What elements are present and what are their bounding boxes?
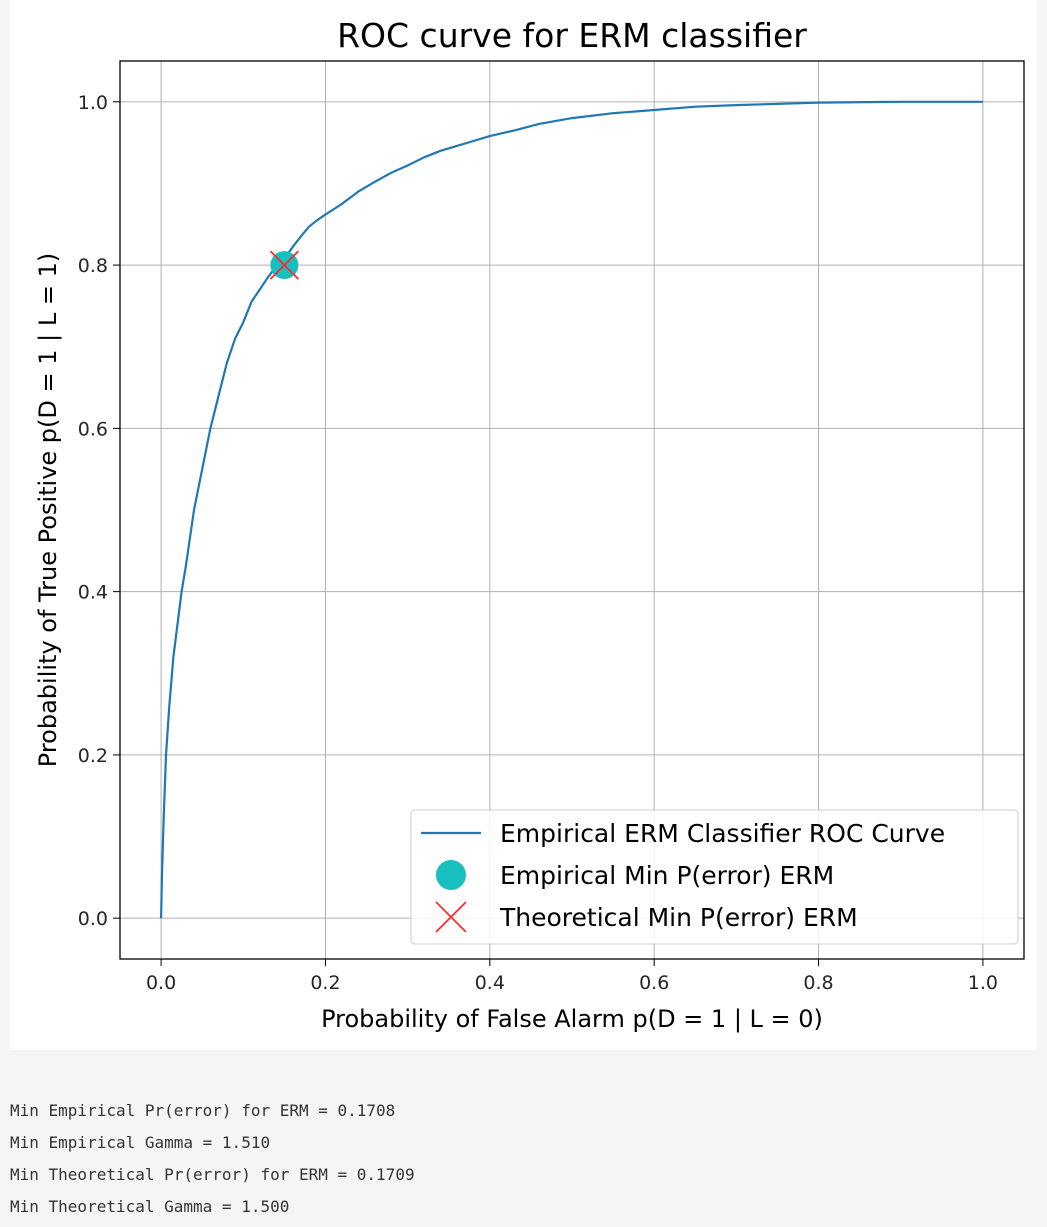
output-line-theoretical-gamma: Min Theoretical Gamma = 1.500 [10, 1197, 290, 1216]
ticks: 0.0 0.2 0.4 0.6 0.8 1.0 0.0 0.2 0.4 0.6 0.8 1.0 [78, 92, 998, 994]
legend-entry-label: Theoretical Min P(error) ERM [499, 903, 858, 932]
output-line-theoretical-error: Min Theoretical Pr(error) for ERM = 0.17… [10, 1165, 415, 1184]
y-tick-label: 0.2 [78, 745, 108, 767]
y-axis-label: Probability of True Positive p(D = 1 | L… [34, 253, 62, 767]
legend-x-stroke [435, 901, 467, 933]
x-tick-label: 0.0 [146, 972, 176, 994]
series [160, 100, 983, 919]
roc-chart: 0.0 0.2 0.4 0.6 0.8 1.0 0.0 0.2 0.4 0.6 0.8 1.0 ROC… [34, 16, 1025, 1033]
x-axis-label: Probability of False Alarm p(D = 1 | L =… [321, 1005, 823, 1033]
theoretical-min-error-marker [269, 250, 300, 280]
output-line-empirical-gamma: Min Empirical Gamma = 1.510 [10, 1133, 271, 1152]
legend-circle-handle [436, 860, 466, 890]
legend-box [410, 809, 1019, 945]
y-tick-label: 0.0 [78, 908, 108, 930]
legend: Empirical ERM Classifier ROC Curve Empiri… [410, 809, 1019, 945]
plot-frame [119, 60, 1025, 960]
chart-title: ROC curve for ERM classifier [337, 16, 807, 55]
x-marker-stroke [269, 250, 300, 280]
roc-curve-line [160, 100, 983, 919]
y-tick-label: 0.6 [78, 418, 108, 440]
output-line-empirical-error: Min Empirical Pr(error) for ERM = 0.1708 [10, 1101, 396, 1120]
y-tick-label: 1.0 [78, 92, 108, 114]
y-tick-label: 0.4 [78, 582, 108, 604]
y-tick-label: 0.8 [78, 255, 108, 277]
legend-entry-label: Empirical ERM Classifier ROC Curve [500, 819, 945, 848]
x-tick-label: 0.8 [803, 972, 833, 994]
x-tick-label: 0.2 [310, 972, 340, 994]
figure-card: 0.0 0.2 0.4 0.6 0.8 1.0 0.0 0.2 0.4 0.6 0.8 1.0 ROC… [10, 0, 1037, 1050]
x-tick-label: 0.4 [475, 972, 505, 994]
x-tick-label: 1.0 [968, 972, 998, 994]
legend-x-handle [435, 901, 467, 933]
x-tick-label: 0.6 [639, 972, 669, 994]
output-block: Min Empirical Pr(error) for ERM = 0.1708… [10, 1095, 1037, 1223]
legend-entry-label: Empirical Min P(error) ERM [500, 861, 834, 890]
